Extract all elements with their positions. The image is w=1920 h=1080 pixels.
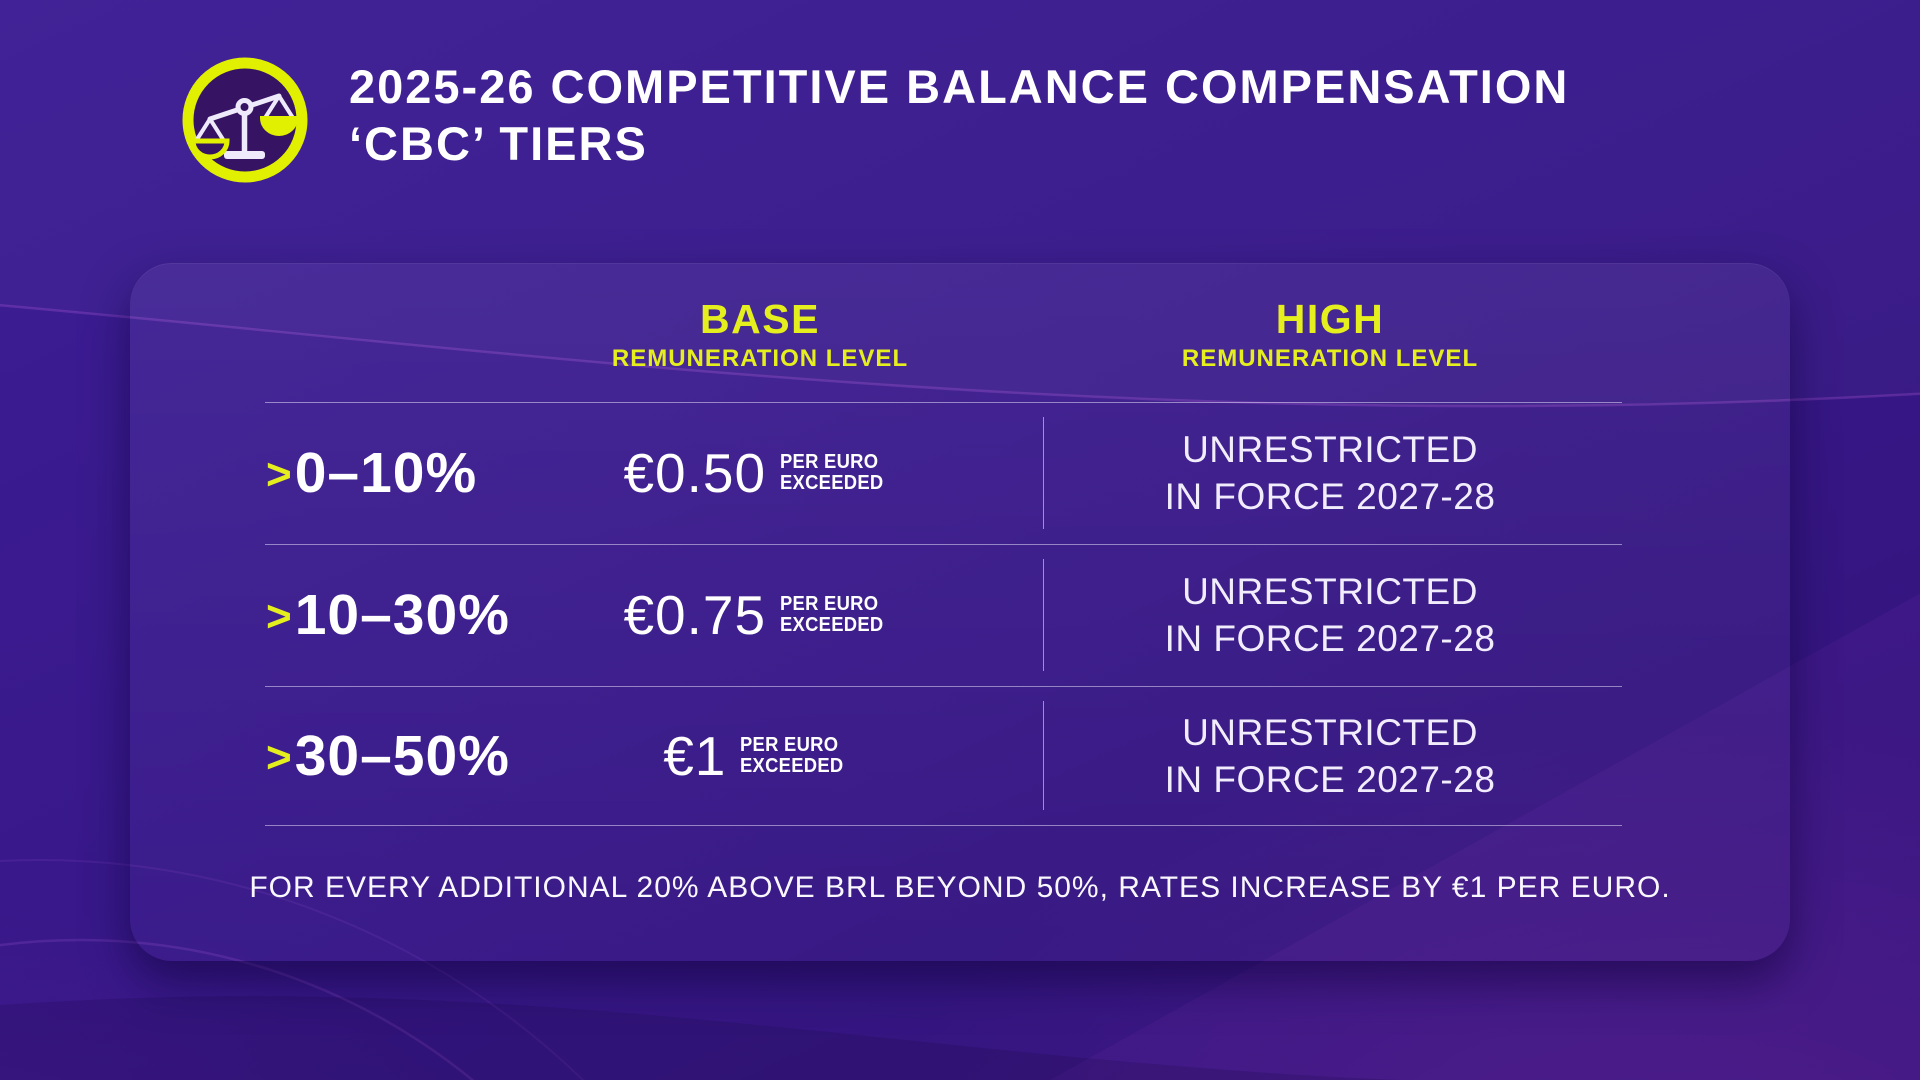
note-line: PER EURO (780, 593, 879, 615)
tier-range: 10–30% (294, 583, 510, 647)
tier-range: 30–50% (294, 723, 510, 788)
high-column-title: HIGH (1275, 296, 1385, 342)
scales-icon (182, 57, 308, 183)
note-line: PER EURO (740, 733, 839, 756)
column-separator (1043, 701, 1044, 810)
base-rate: €0.50 PER EURO EXCEEDED (558, 402, 958, 544)
per-euro-note: PER EURO EXCEEDED (780, 452, 883, 494)
base-column-subtitle: REMUNERATION LEVEL (611, 345, 909, 372)
high-rate: UNRESTRICTED IN FORCE 2027-28 (1120, 686, 1540, 825)
note-line: EXCEEDED (740, 754, 844, 777)
footnote: FOR EVERY ADDITIONAL 20% ABOVE BRL BEYON… (249, 871, 1671, 904)
high-rate: UNRESTRICTED IN FORCE 2027-28 (1120, 544, 1540, 686)
column-separator (1043, 417, 1044, 529)
header: 2025-26 COMPETITIVE BALANCE COMPENSATION… (0, 0, 1920, 220)
high-line: IN FORCE 2027-28 (1164, 618, 1496, 659)
tiers-card: BASE REMUNERATION LEVEL HIGH REMUNERATIO… (130, 263, 1790, 961)
column-separator (1043, 559, 1044, 671)
tier-label: > 30–50% (266, 686, 510, 825)
base-value: €1 (663, 724, 727, 787)
note-line: PER EURO (780, 451, 879, 473)
row-divider (265, 825, 1622, 826)
row-divider (265, 686, 1622, 687)
high-line: IN FORCE 2027-28 (1164, 476, 1496, 517)
base-rate: €1 PER EURO EXCEEDED (558, 686, 958, 825)
base-rate: €0.75 PER EURO EXCEEDED (558, 544, 958, 686)
column-header-high: HIGH REMUNERATION LEVEL (1120, 297, 1540, 373)
high-line: IN FORCE 2027-28 (1164, 758, 1496, 800)
per-euro-note: PER EURO EXCEEDED (740, 733, 844, 777)
greater-than-symbol: > (266, 450, 292, 499)
tier-range: 0–10% (294, 441, 478, 505)
high-column-subtitle: REMUNERATION LEVEL (1181, 345, 1479, 372)
per-euro-note: PER EURO EXCEEDED (780, 594, 883, 636)
high-rate: UNRESTRICTED IN FORCE 2027-28 (1120, 402, 1540, 544)
high-line: UNRESTRICTED (1182, 429, 1478, 470)
column-header-base: BASE REMUNERATION LEVEL (550, 297, 970, 373)
table-row: > 0–10% €0.50 PER EURO EXCEEDED UNRESTRI… (130, 402, 1790, 544)
row-divider (265, 544, 1622, 545)
base-value: €0.50 (623, 442, 767, 504)
note-line: EXCEEDED (780, 614, 884, 636)
title-line-1: 2025-26 COMPETITIVE BALANCE COMPENSATION (349, 60, 1570, 113)
table-row: > 10–30% €0.75 PER EURO EXCEEDED UNRESTR… (130, 544, 1790, 686)
base-column-title: BASE (700, 296, 820, 342)
base-value: €0.75 (623, 584, 767, 646)
title-line-2: ‘CBC’ TIERS (349, 117, 648, 170)
tier-label: > 10–30% (266, 544, 510, 686)
row-divider (265, 402, 1622, 403)
table-row: > 30–50% €1 PER EURO EXCEEDED UNRESTRICT… (130, 686, 1790, 825)
high-line: UNRESTRICTED (1182, 571, 1478, 612)
greater-than-symbol: > (266, 732, 292, 782)
tier-label: > 0–10% (266, 402, 477, 544)
page-title: 2025-26 COMPETITIVE BALANCE COMPENSATION… (349, 58, 1569, 172)
note-line: EXCEEDED (780, 472, 884, 494)
greater-than-symbol: > (266, 592, 292, 641)
high-line: UNRESTRICTED (1182, 711, 1478, 753)
